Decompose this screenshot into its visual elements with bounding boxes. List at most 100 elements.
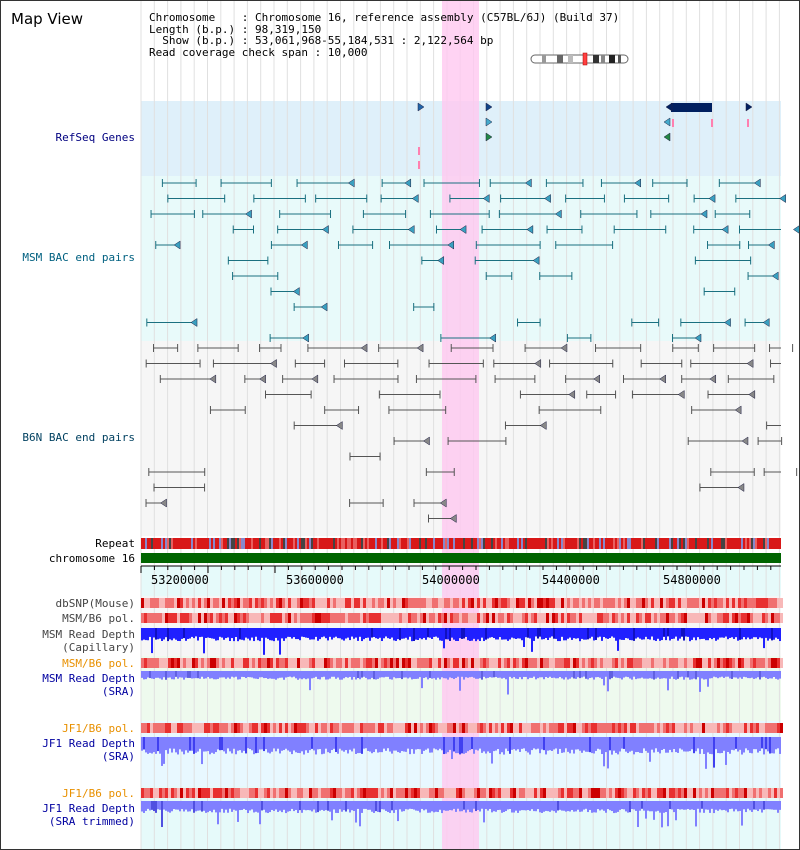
read-depth-bar xyxy=(415,801,417,811)
polymorphism-cell xyxy=(669,598,672,608)
read-depth-bar xyxy=(215,801,217,813)
polymorphism-cell xyxy=(189,613,192,623)
read-depth-bar xyxy=(491,737,493,764)
polymorphism-cell xyxy=(747,658,750,668)
msm-bac-arrow xyxy=(459,225,467,234)
polymorphism-cell xyxy=(669,613,672,623)
read-depth-bar xyxy=(701,671,703,679)
polymorphism-cell xyxy=(375,658,378,668)
read-depth-bar xyxy=(277,671,279,679)
read-depth-bar xyxy=(283,737,285,751)
read-depth-bar xyxy=(491,628,493,638)
read-depth-bar xyxy=(725,737,727,765)
polymorphism-cell xyxy=(633,723,636,733)
polymorphism-cell xyxy=(492,658,495,668)
read-depth-bar xyxy=(351,801,353,811)
read-depth-bar xyxy=(241,671,243,677)
repeat-block xyxy=(751,538,753,549)
read-depth-bar xyxy=(517,737,519,750)
read-depth-bar xyxy=(249,671,251,678)
polymorphism-cell xyxy=(279,723,282,733)
read-depth-bar xyxy=(677,801,679,809)
polymorphism-cell xyxy=(288,723,291,733)
read-depth-bar xyxy=(345,671,347,678)
polymorphism-cell xyxy=(765,613,768,623)
read-depth-bar xyxy=(545,801,547,811)
read-depth-bar xyxy=(337,737,339,754)
gene-arrow xyxy=(665,102,673,112)
repeat-block xyxy=(531,538,533,549)
read-depth-bar xyxy=(245,671,247,679)
read-depth-bar xyxy=(169,671,171,678)
read-depth-bar xyxy=(455,628,457,641)
read-depth-bar xyxy=(639,737,641,753)
polymorphism-cell xyxy=(462,658,465,668)
repeat-block xyxy=(677,538,679,549)
read-depth-bar xyxy=(615,737,617,753)
polymorphism-cell xyxy=(396,723,399,733)
polymorphism-cell xyxy=(609,598,612,608)
read-depth-bar xyxy=(561,671,563,679)
read-depth-bar xyxy=(657,628,659,639)
read-depth-bar xyxy=(445,737,447,754)
repeat-block xyxy=(737,538,739,549)
read-depth-bar xyxy=(505,737,507,749)
read-depth-bar xyxy=(591,671,593,678)
read-depth-bar xyxy=(703,628,705,639)
repeat-block xyxy=(269,538,271,549)
polymorphism-cell xyxy=(501,658,504,668)
repeat-block xyxy=(461,538,463,549)
polymorphism-cell xyxy=(393,613,396,623)
polymorphism-cell xyxy=(714,788,717,798)
repeat-block xyxy=(661,538,663,549)
read-depth-bar xyxy=(389,628,391,639)
polymorphism-cell xyxy=(477,723,480,733)
read-depth-bar xyxy=(367,737,369,751)
read-depth-bar xyxy=(389,801,391,813)
read-depth-bar xyxy=(655,737,657,749)
axis-tick-label: 53600000 xyxy=(286,573,344,587)
polymorphism-cell xyxy=(354,723,357,733)
polymorphism-cell xyxy=(594,613,597,623)
read-depth-bar xyxy=(549,801,551,812)
read-depth-bar xyxy=(743,737,745,753)
read-depth-bar xyxy=(211,737,213,753)
polymorphism-cell xyxy=(207,598,210,608)
repeat-block xyxy=(551,538,553,549)
repeat-block xyxy=(495,538,497,549)
polymorphism-cell xyxy=(237,723,240,733)
read-depth-bar xyxy=(359,737,361,754)
read-depth-bar xyxy=(215,628,217,641)
polymorphism-cell xyxy=(507,658,510,668)
repeat-block xyxy=(251,538,253,549)
read-depth-bar xyxy=(189,671,191,678)
read-depth-bar xyxy=(145,671,147,680)
polymorphism-cell xyxy=(288,613,291,623)
polymorphism-cell xyxy=(780,598,783,608)
polymorphism-cell xyxy=(303,788,306,798)
repeat-block xyxy=(407,538,409,549)
repeat-block xyxy=(679,538,681,549)
read-depth-bar xyxy=(543,801,545,812)
polymorphism-cell xyxy=(240,658,243,668)
read-depth-bar xyxy=(539,628,541,637)
ideogram-band xyxy=(568,55,573,63)
read-depth-bar xyxy=(311,628,313,640)
read-depth-bar xyxy=(211,628,213,639)
repeat-block xyxy=(527,538,529,549)
read-depth-bar xyxy=(363,801,365,809)
polymorphism-cell xyxy=(666,598,669,608)
polymorphism-cell xyxy=(498,788,501,798)
read-depth-bar xyxy=(389,737,391,752)
polymorphism-cell xyxy=(762,788,765,798)
repeat-block xyxy=(209,538,211,549)
polymorphism-cell xyxy=(513,788,516,798)
repeat-block xyxy=(313,538,315,549)
polymorphism-cell xyxy=(153,658,156,668)
polymorphism-cell xyxy=(675,788,678,798)
read-depth-bar xyxy=(417,628,419,640)
polymorphism-cell xyxy=(681,788,684,798)
polymorphism-cell xyxy=(672,788,675,798)
polymorphism-cell xyxy=(531,598,534,608)
